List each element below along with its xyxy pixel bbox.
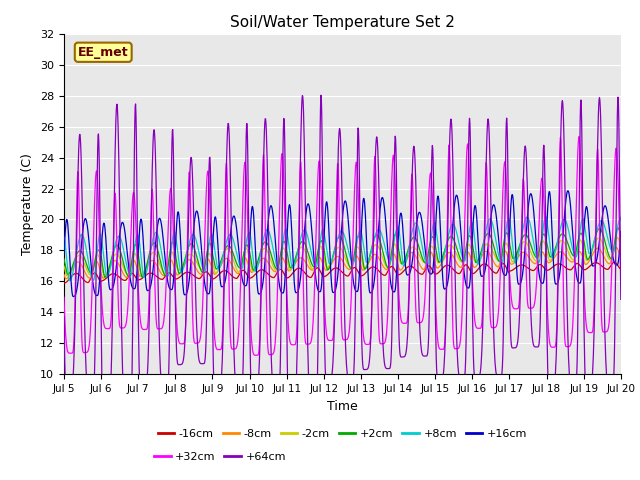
X-axis label: Time: Time xyxy=(327,400,358,413)
Y-axis label: Temperature (C): Temperature (C) xyxy=(22,153,35,255)
Text: EE_met: EE_met xyxy=(78,46,129,59)
Title: Soil/Water Temperature Set 2: Soil/Water Temperature Set 2 xyxy=(230,15,455,30)
Legend: +32cm, +64cm: +32cm, +64cm xyxy=(149,447,291,466)
